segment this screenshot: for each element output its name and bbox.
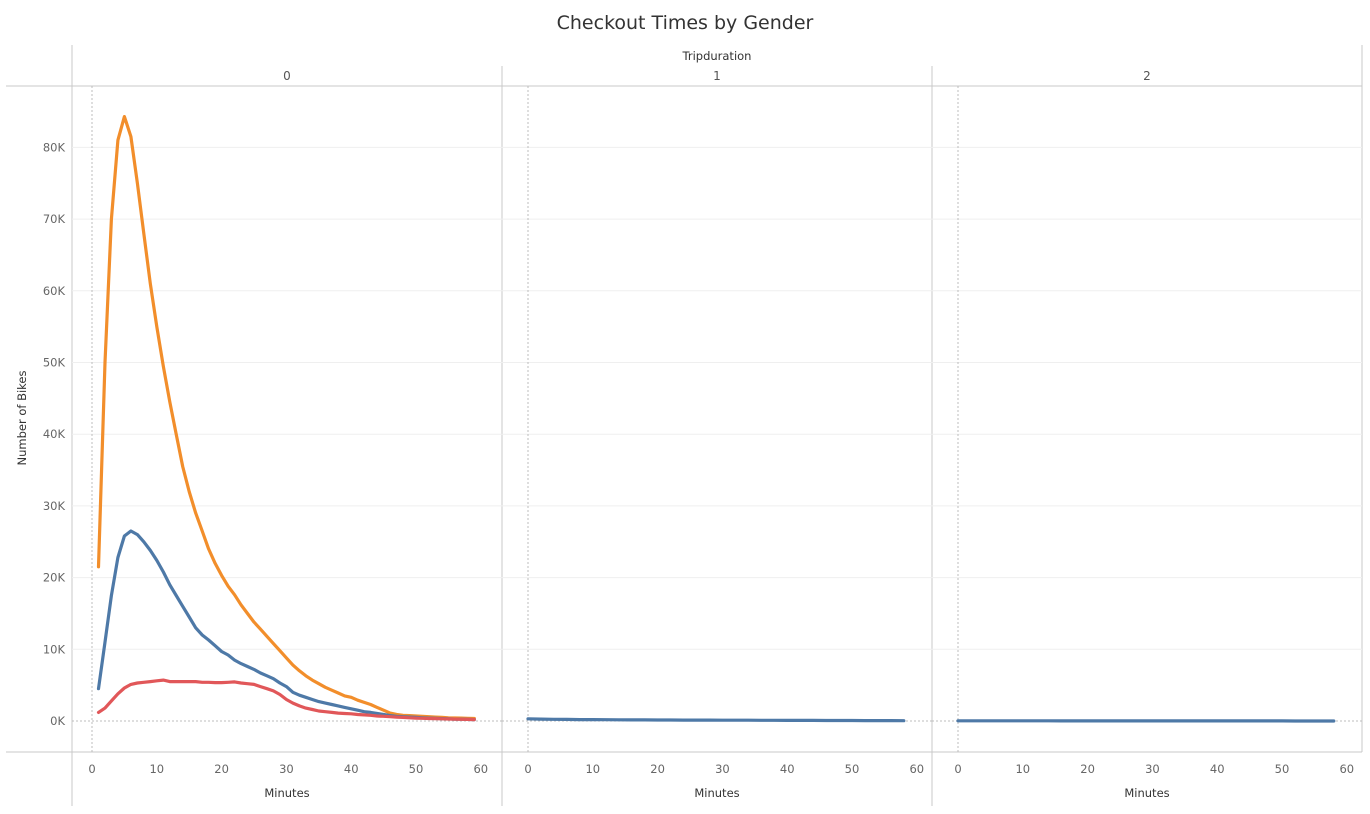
y-tick-label: 0K: [50, 714, 65, 728]
x-tick-label: 20: [214, 762, 229, 776]
x-tick-label: 0: [88, 762, 95, 776]
y-tick-label: 50K: [43, 356, 66, 370]
panel-header: 0: [283, 69, 291, 83]
x-tick-label: 10: [585, 762, 600, 776]
column-header: Tripduration: [682, 49, 752, 63]
y-tick-label: 60K: [43, 284, 66, 298]
x-tick-label: 40: [344, 762, 359, 776]
x-tick-label: 10: [149, 762, 164, 776]
series-line: [96, 529, 476, 722]
x-tick-label: 40: [780, 762, 795, 776]
x-tick-label: 0: [954, 762, 961, 776]
x-tick-label: 60: [473, 762, 488, 776]
x-axis-title: Minutes: [1124, 786, 1169, 800]
panel-header: 1: [713, 69, 721, 83]
x-tick-label: 30: [279, 762, 294, 776]
series-lines: [96, 114, 1336, 723]
series-line: [96, 678, 476, 722]
gridlines: [72, 86, 1362, 752]
y-tick-label: 70K: [43, 212, 66, 226]
x-tick-label: 30: [1145, 762, 1160, 776]
x-tick-label: 30: [715, 762, 730, 776]
x-tick-label: 10: [1015, 762, 1030, 776]
x-tick-label: 50: [1275, 762, 1290, 776]
x-tick-label: 0: [524, 762, 531, 776]
x-tick-label: 50: [409, 762, 424, 776]
x-tick-label: 40: [1210, 762, 1225, 776]
x-tick-label: 20: [650, 762, 665, 776]
y-tick-label: 30K: [43, 499, 66, 513]
y-tick-label: 20K: [43, 571, 66, 585]
chart-title: Checkout Times by Gender: [557, 12, 814, 34]
y-axis-title: Number of Bikes: [15, 370, 29, 465]
x-tick-label: 60: [1339, 762, 1354, 776]
x-axis-title: Minutes: [264, 786, 309, 800]
series-line: [96, 114, 476, 721]
y-tick-label: 40K: [43, 427, 66, 441]
x-tick-label: 60: [909, 762, 924, 776]
series-line: [526, 717, 906, 723]
x-tick-label: 20: [1080, 762, 1095, 776]
x-axis-title: Minutes: [694, 786, 739, 800]
y-tick-label: 10K: [43, 642, 66, 656]
chart-frame: [6, 45, 1363, 806]
panel-header: 2: [1143, 69, 1151, 83]
x-tick-label: 50: [845, 762, 860, 776]
y-tick-label: 80K: [43, 140, 66, 154]
